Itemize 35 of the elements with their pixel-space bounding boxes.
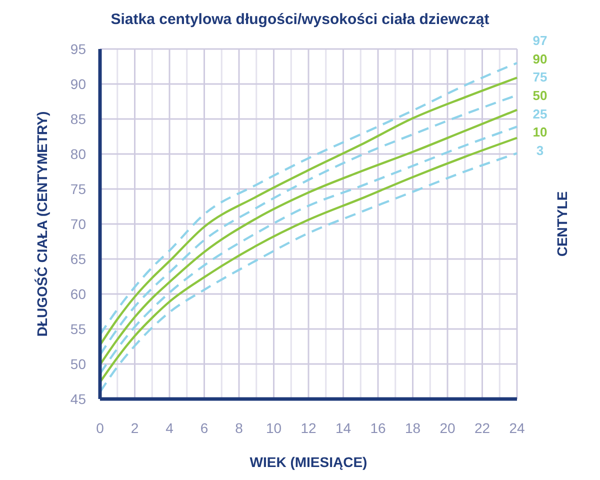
series-label: 3: [536, 143, 544, 158]
x-tick-label: 14: [335, 420, 352, 436]
x-tick-label: 24: [509, 420, 525, 436]
series-label: 25: [532, 106, 548, 122]
y-tick-label: 70: [70, 216, 86, 232]
y-tick-label: 90: [70, 76, 86, 92]
y2-axis-title: CENTYLE: [554, 191, 570, 257]
x-tick-label: 10: [266, 420, 282, 436]
y-tick-label: 55: [70, 321, 86, 337]
x-tick-label: 8: [235, 420, 244, 436]
series-label: 97: [532, 33, 548, 48]
x-tick-label: 6: [200, 420, 208, 436]
y-tick-label: 85: [70, 111, 86, 127]
x-tick-label: 18: [404, 420, 421, 436]
x-tick-label: 12: [300, 420, 316, 436]
y-tick-label: 60: [70, 286, 86, 302]
series-label: 75: [532, 70, 548, 85]
x-axis-title: WIEK (MIESIĄCE): [250, 454, 368, 470]
series-label: 90: [532, 51, 548, 66]
y-tick-label: 80: [70, 146, 86, 162]
x-tick-label: 4: [166, 420, 174, 436]
series-label: 10: [532, 124, 548, 140]
x-tick-label: 0: [96, 420, 104, 436]
series-label: 50: [532, 88, 548, 103]
y-tick-label: 75: [70, 181, 86, 197]
y-tick-label: 50: [70, 356, 86, 372]
chart-title: Siatka centylowa długości/wysokości ciała dziewcząt: [110, 11, 490, 28]
y-tick-label: 45: [70, 391, 86, 407]
x-tick-label: 22: [474, 420, 490, 436]
y-tick-label: 95: [70, 41, 86, 57]
y-tick-label: 65: [70, 251, 86, 267]
y-axis-title: DŁUGOŚĆ CIAŁA (CENTYMETRY): [34, 111, 50, 337]
x-tick-label: 20: [440, 420, 456, 436]
x-tick-label: 16: [370, 420, 386, 436]
x-tick-label: 2: [130, 420, 139, 436]
